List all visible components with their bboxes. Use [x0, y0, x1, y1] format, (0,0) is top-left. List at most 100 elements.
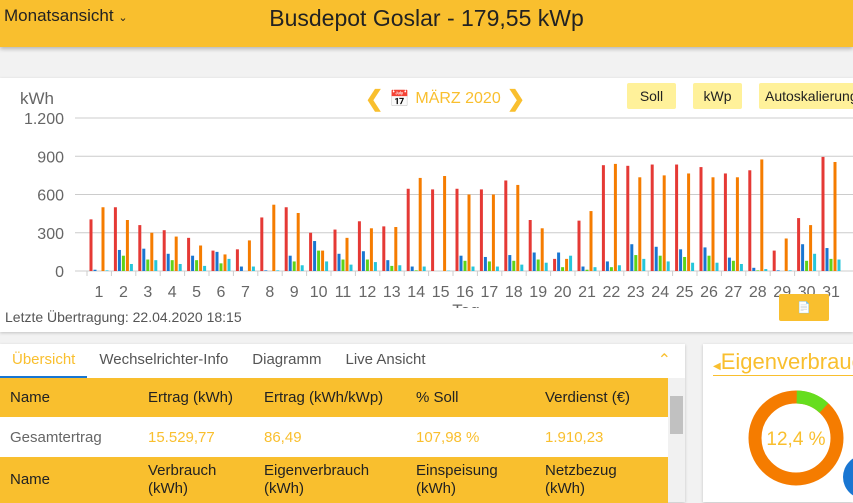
bar — [220, 263, 223, 271]
x-tick-label: 23 — [627, 284, 645, 301]
x-tick-label: 15 — [432, 284, 450, 301]
col-header: Ertrag (kWh/kWp) — [254, 378, 406, 417]
bar — [398, 265, 401, 271]
y-tick-label: 900 — [37, 149, 64, 166]
x-tick-label: 4 — [168, 284, 177, 301]
page-title: Busdepot Goslar - 179,55 kWp — [0, 5, 853, 32]
bar — [216, 252, 219, 271]
bar — [150, 233, 153, 271]
bar — [114, 207, 117, 271]
bar — [700, 167, 703, 271]
bar — [590, 211, 593, 271]
bar — [285, 207, 288, 271]
scrollbar-thumb[interactable] — [670, 396, 683, 434]
bar — [350, 265, 353, 271]
tab-wechselrichter-info[interactable]: Wechselrichter-Info — [87, 344, 240, 378]
bar — [419, 178, 422, 271]
bar — [565, 259, 568, 271]
x-tick-label: 2 — [119, 284, 128, 301]
col-header: Name — [0, 457, 138, 503]
bar — [321, 251, 324, 271]
bar — [773, 251, 776, 271]
scrollbar[interactable] — [668, 378, 685, 502]
bar — [199, 246, 202, 272]
bar — [90, 219, 93, 271]
bar — [578, 221, 581, 271]
x-tick-label: 21 — [578, 284, 596, 301]
bar — [260, 217, 263, 271]
tab-live-ansicht[interactable]: Live Ansicht — [333, 344, 437, 378]
caret-left-icon[interactable]: ◀ — [713, 361, 721, 372]
bar — [236, 249, 239, 271]
bar — [756, 270, 759, 271]
bar — [317, 251, 320, 271]
bar — [789, 270, 792, 271]
bar — [569, 256, 572, 271]
bar — [805, 261, 808, 271]
bar — [431, 189, 434, 271]
bar — [712, 177, 715, 271]
tab-uebersicht[interactable]: Übersicht — [0, 344, 87, 378]
y-tick-label: 600 — [37, 188, 64, 205]
export-button[interactable]: 📄 — [779, 294, 829, 321]
y-tick-label: 0 — [55, 264, 64, 281]
bar — [443, 176, 446, 271]
bar — [602, 165, 605, 271]
bar — [390, 266, 393, 271]
bar — [228, 259, 231, 271]
bar — [594, 267, 597, 271]
donut-chart: 12,4 % — [703, 390, 853, 500]
x-tick-label: 19 — [529, 284, 547, 301]
bar — [638, 177, 641, 271]
bar — [838, 260, 841, 271]
bar — [386, 260, 389, 271]
x-tick-label: 5 — [192, 284, 201, 301]
bar — [830, 259, 833, 271]
bar — [724, 173, 727, 271]
bar — [138, 225, 141, 271]
bar — [667, 261, 670, 271]
bar — [533, 253, 536, 271]
bar — [468, 195, 471, 272]
x-tick-label: 12 — [359, 284, 377, 301]
bar — [382, 226, 385, 271]
bar — [472, 267, 475, 271]
bar — [834, 162, 837, 271]
bar — [557, 253, 560, 271]
x-tick-label: 8 — [265, 284, 274, 301]
x-tick-label: 27 — [725, 284, 743, 301]
bar — [313, 241, 316, 271]
table-header: Name Ertrag (kWh) Ertrag (kWh/kWp) % Sol… — [0, 378, 668, 417]
bar — [480, 189, 483, 271]
x-tick-label: 11 — [335, 284, 352, 301]
bar — [691, 263, 694, 271]
cell: 107,98 % — [406, 417, 535, 457]
x-tick-label: 28 — [749, 284, 767, 301]
bar — [529, 220, 532, 271]
bar — [248, 240, 251, 271]
bar — [301, 265, 304, 271]
bar — [740, 264, 743, 271]
chevron-up-icon[interactable]: ⌃ — [658, 350, 671, 370]
bar — [338, 254, 341, 271]
col-header: Netzbezug (kWh) — [535, 457, 668, 503]
bar — [679, 249, 682, 271]
tab-diagramm[interactable]: Diagramm — [240, 344, 333, 378]
x-tick-label: 10 — [310, 284, 328, 301]
bar — [154, 260, 157, 271]
col-header: % Soll — [406, 378, 535, 417]
last-transmission: Letzte Übertragung: 22.04.2020 18:15 — [5, 309, 242, 325]
cell: 86,49 — [254, 417, 406, 457]
bar — [484, 257, 487, 271]
card-title: ◀Eigenverbrauch — [713, 349, 853, 376]
bar — [366, 260, 369, 271]
bar — [630, 244, 633, 271]
bar — [785, 238, 788, 271]
bar — [94, 270, 97, 271]
bar — [809, 225, 812, 271]
bar — [374, 262, 377, 271]
bar — [553, 259, 556, 271]
x-tick-label: 1 — [95, 284, 104, 301]
bar — [407, 189, 410, 271]
chart-card: kWh ❮ 📅 MÄRZ 2020 ❯ Soll kWp Autoskalier… — [0, 78, 853, 332]
